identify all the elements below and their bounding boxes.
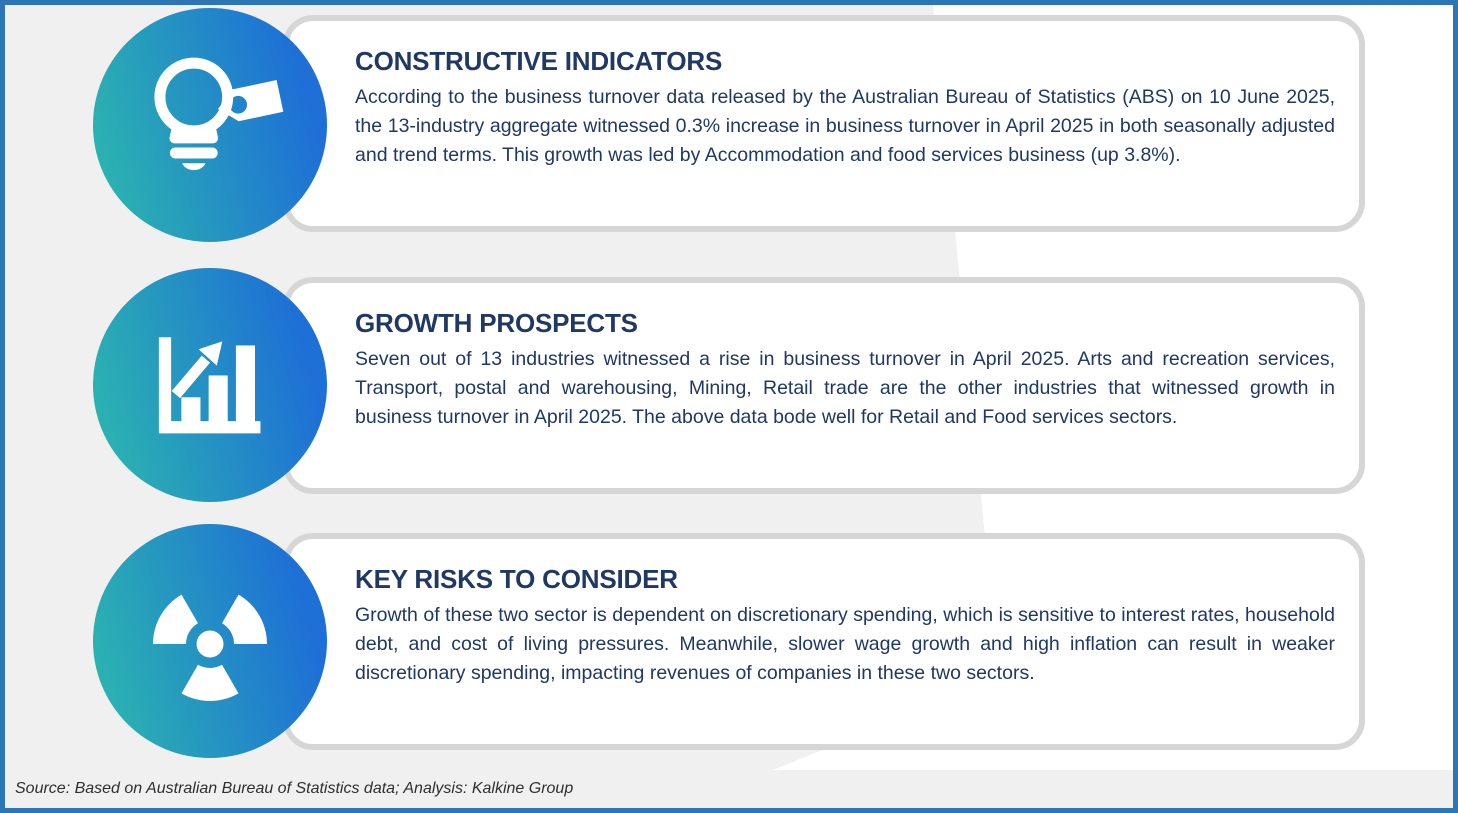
growth-prospects-badge xyxy=(93,268,327,502)
card-key-risks: KEY RISKS TO CONSIDER Growth of these tw… xyxy=(283,533,1365,750)
card-title: KEY RISKS TO CONSIDER xyxy=(355,564,678,594)
radiation-icon xyxy=(153,594,267,702)
lightbulb-tag-icon xyxy=(154,57,284,171)
constructive-indicators-badge xyxy=(93,8,327,242)
card-body: Seven out of 13 industries witnessed a r… xyxy=(355,348,1335,428)
card-growth-prospects: GROWTH PROSPECTS Seven out of 13 industr… xyxy=(283,277,1365,494)
footer-band: Source: Based on Australian Bureau of St… xyxy=(5,770,1453,808)
key-risks-badge xyxy=(93,524,327,758)
source-note: Source: Based on Australian Bureau of St… xyxy=(15,780,574,797)
card-title: GROWTH PROSPECTS xyxy=(355,308,638,338)
card-title: CONSTRUCTIVE INDICATORS xyxy=(355,46,723,76)
bar-chart-growth-icon xyxy=(158,337,261,434)
card-body: According to the business turnover data … xyxy=(355,86,1335,166)
card-body: Growth of these two sector is dependent … xyxy=(355,604,1335,684)
card-constructive-indicators: CONSTRUCTIVE INDICATORS According to the… xyxy=(283,15,1365,232)
